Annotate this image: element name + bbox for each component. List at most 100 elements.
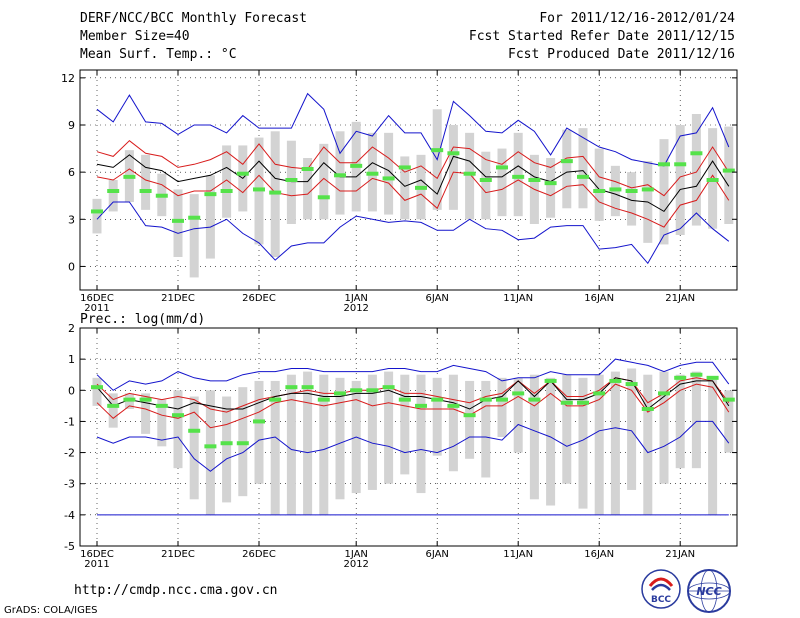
prec-mean-line [96,377,730,410]
temp-median-mark [625,189,638,193]
forecast-started-label: Fcst Started Refer Date 2011/12/15 [468,29,735,44]
temp-median-mark [236,171,249,176]
temp-xtick-label: 11JAN [503,293,533,304]
prec-box [627,368,637,490]
temp-ytick-label: 12 [61,72,75,85]
temp-median-mark [463,171,476,176]
temp-ytick-label: 6 [68,166,75,179]
temp-box [513,132,523,217]
prec-box [270,380,280,515]
prec-box [189,396,199,500]
prec-median-mark [123,397,136,402]
prec-title: Prec.: log(mm/d) [80,312,205,327]
prec-box [384,371,394,484]
prec-box [465,380,475,459]
prec-median-mark [577,400,589,405]
prec-box [529,374,539,500]
temp-xtick-label: 1JAN [344,293,367,304]
temp-xtick-sublabel: 2012 [343,303,368,314]
bcc-logo-text: BCC [651,595,671,605]
prec-median-mark [528,397,541,402]
prec-ytick-label: -1 [64,415,75,428]
temp-median-mark [350,163,363,168]
prec-ytick-label: -3 [64,478,75,491]
temp-median-mark [398,165,411,170]
temp-xtick-label: 26DEC [242,293,276,304]
temp-inner-upper-line [96,140,730,197]
prec-median-mark [334,391,346,396]
prec-box [481,380,491,478]
prec-median-mark [625,382,638,387]
ncc-logo: NCC [687,569,731,613]
prec-box [691,371,701,469]
temp-box [205,175,215,259]
prec-median-mark [204,444,217,449]
prec-median-mark [301,385,314,390]
prec-box [643,374,653,515]
prec-xtick-label: 1JAN [344,549,367,560]
temp-box [108,180,118,212]
temp-median-mark [415,185,427,190]
temp-box [400,156,410,220]
prec-inner-lower-line [96,383,730,429]
variable-label: Mean Surf. Temp.: °C [80,47,237,62]
prec-xtick-label: 16DEC [80,549,114,560]
prec-ytick-label: 1 [68,353,75,366]
temp-box [141,154,151,210]
temp-median-mark [269,190,282,195]
prec-median-mark [236,441,249,446]
temp-median-mark [560,159,573,164]
prec-median-mark [431,397,444,402]
temp-xtick-label: 16DEC [80,293,114,304]
prec-median-mark [641,406,654,411]
prec-box [400,374,410,475]
prec-xtick-sublabel: 2011 [84,559,109,570]
temp-median-mark [706,178,719,182]
prec-box [108,393,118,428]
temp-median-mark [722,168,735,173]
prec-box [222,396,232,503]
temp-median-mark [253,187,265,192]
prec-median-mark [706,375,719,380]
temp-xtick-label: 21DEC [161,293,195,304]
prec-box [562,374,572,484]
temp-box [448,125,458,210]
temp-median-mark [334,173,346,178]
temp-median-mark [366,171,379,176]
prec-median-mark [382,385,395,390]
temp-median-mark [139,189,152,193]
prec-xtick-sublabel: 2012 [343,559,368,570]
prec-median-mark [155,403,168,408]
prec-median-mark [544,378,557,383]
prec-median-mark [463,413,476,418]
prec-median-mark [674,375,687,380]
prec-median-mark [398,397,411,402]
prec-median-mark [593,391,606,396]
prec-box [286,374,296,515]
prec-median-mark [317,397,330,402]
temp-median-mark [593,189,606,193]
prec-median-mark [479,397,492,402]
prec-median-mark [220,441,233,446]
prec-median-mark [415,403,427,408]
prec-ytick-label: -4 [64,509,75,522]
temp-box [286,140,296,224]
prec-outer-upper-line [96,358,730,391]
temp-box [92,198,102,234]
temp-outer-lower-line [96,201,730,265]
temp-box [173,189,183,257]
forecast-period-label: For 2011/12/16-2012/01/24 [539,11,735,26]
prec-box [367,374,377,490]
temp-outer-upper-line [96,92,730,167]
prec-box [610,371,620,515]
prec-xtick-label: 6JAN [425,549,448,560]
prec-ytick-label: 0 [68,384,75,397]
temp-median-mark [204,192,217,197]
temp-box [562,129,572,209]
prec-median-mark [447,403,460,408]
temp-median-mark [641,187,654,192]
source-url[interactable]: http://cmdp.ncc.cma.gov.cn [74,583,278,598]
prec-box [724,390,734,453]
temp-median-mark [690,151,703,156]
